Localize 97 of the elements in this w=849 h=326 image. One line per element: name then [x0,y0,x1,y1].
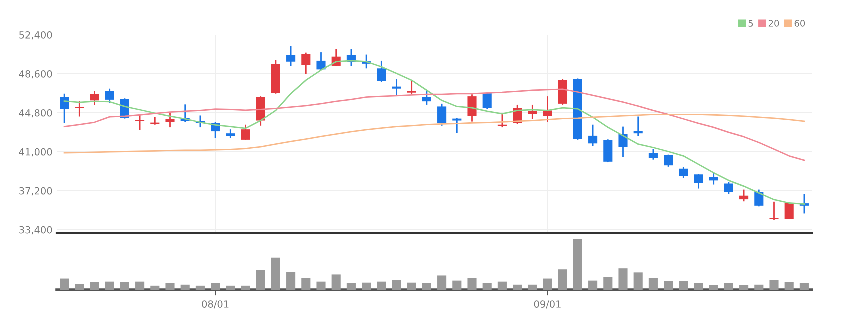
bar [211,283,220,290]
bar [588,280,598,290]
y-tick-label: 52,400 [20,31,52,40]
bar [392,280,402,290]
candlestick [286,45,296,67]
bar [150,286,160,290]
bar [618,268,628,290]
bar [362,282,372,290]
bar [316,282,326,290]
candlestick [166,112,175,128]
bar [438,276,447,290]
bar [754,284,764,290]
candlestick [648,148,658,161]
candlestick [377,60,386,84]
y-tick-label: 48,600 [19,70,52,79]
candlestick [60,93,70,124]
candlestick [543,96,552,124]
candlestick [468,94,477,122]
candlestick [679,166,688,179]
bar [60,278,70,290]
bar [679,281,688,290]
candlestick [75,100,84,118]
bar [226,286,236,290]
bar [724,283,734,290]
bar [543,278,552,290]
bar [513,284,522,290]
bar [241,286,250,290]
candlestick [136,113,145,131]
candlestick [302,52,311,76]
bar [482,283,492,290]
bar [800,283,809,290]
candlestick [588,124,598,147]
x-tick-label: 09/01 [534,300,561,309]
line-series [64,88,806,162]
bar [166,283,175,290]
bar [740,285,749,290]
bar [468,278,477,290]
y-tick-label: 33,400 [20,226,52,235]
y-tick-label: 41,000 [19,148,52,157]
bar [120,282,130,290]
x-tick-label: 08/01 [202,300,229,309]
candlestick [90,90,100,106]
candlestick [438,103,447,127]
bar [452,280,462,290]
candlestick [618,126,628,158]
bar [573,239,582,290]
candlestick [482,92,492,110]
bar [558,270,568,290]
candlestick [241,124,250,141]
bar [271,258,280,290]
candlestick [558,78,568,106]
bar [770,280,779,290]
bar [332,274,341,290]
candlestick [422,90,432,106]
legend-label: 20 [768,20,780,27]
candlestick [770,201,779,222]
bar [422,283,432,290]
bar [302,278,311,290]
legend-label: 60 [794,20,806,27]
bar [694,283,704,290]
candlestick [604,138,613,164]
candlestick [694,173,704,190]
candlestick [740,189,749,202]
bar [136,282,145,290]
candlestick [528,104,538,120]
candlestick [452,117,462,134]
candlestick [498,113,507,128]
bar [664,281,674,290]
candlestick [256,96,266,127]
bar [75,284,84,290]
candlestick [724,182,734,195]
bar [196,286,205,290]
bar [346,283,356,290]
bar [528,284,538,290]
bar [498,282,507,290]
candlestick [634,116,643,137]
bar [709,285,718,290]
candlestick [316,52,326,71]
y-tick-label: 37,200 [20,187,52,196]
bar [180,284,190,290]
bar [105,282,114,290]
candlestick [407,80,416,96]
candlestick [392,78,402,97]
bar [286,272,296,290]
candlestick [105,88,114,104]
bar [784,282,794,290]
bar [377,282,386,290]
bar [256,270,266,290]
bar [634,272,643,290]
y-tick-label: 44,800 [19,109,52,118]
bar [648,278,658,290]
candlestick [664,154,674,168]
candlestick [754,189,764,208]
bar [604,277,613,290]
legend-label: 5 [748,20,754,27]
bar [407,282,416,290]
bar [90,282,100,290]
